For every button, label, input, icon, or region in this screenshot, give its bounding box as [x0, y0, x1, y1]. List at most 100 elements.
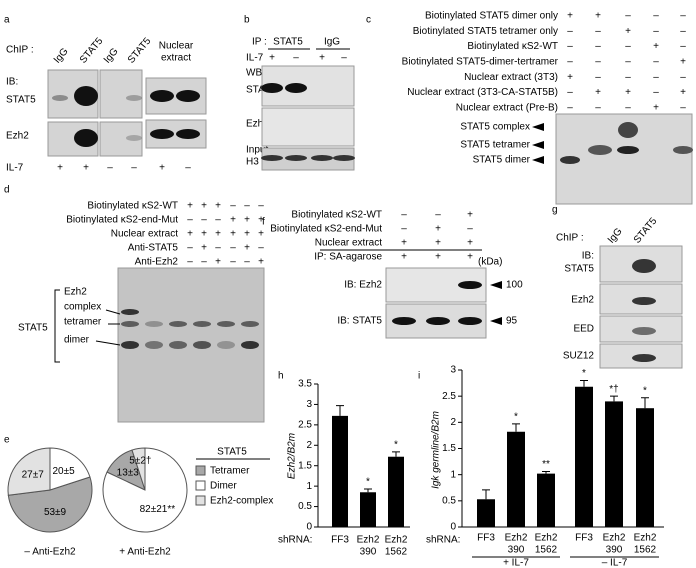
sign: + — [258, 257, 264, 268]
sign: – — [680, 41, 686, 52]
sign: – — [215, 243, 221, 254]
category-label: 390 — [606, 545, 623, 556]
y-tick-label: 1.5 — [442, 443, 456, 454]
legend-label: Ezh2-complex — [210, 496, 273, 507]
sign: + — [595, 87, 601, 98]
y-tick-label: 0 — [450, 522, 456, 533]
sign: – — [680, 72, 686, 83]
row-label: SUZ12 — [563, 351, 595, 362]
blot — [599, 343, 683, 369]
sign: – — [467, 224, 473, 235]
band — [632, 327, 656, 335]
row-label: Ezh2 — [6, 131, 29, 142]
y-tick-label: 2 — [306, 440, 312, 451]
sign: + — [215, 201, 221, 212]
error-bar — [610, 395, 618, 402]
y-tick-label: 0.5 — [298, 501, 312, 512]
sign: + — [435, 238, 441, 249]
y-tick-label: 1 — [450, 469, 456, 480]
sign: + — [653, 102, 659, 113]
sign: – — [653, 87, 659, 98]
blot — [261, 107, 355, 147]
y-tick-label: 1 — [306, 481, 312, 492]
marker-label: 100 — [506, 280, 523, 291]
sign: + — [244, 229, 250, 240]
column-label: IgG — [52, 46, 71, 66]
pie-slice — [49, 447, 91, 491]
band-label: complex — [64, 302, 101, 313]
band — [169, 341, 187, 349]
sign: + — [625, 87, 631, 98]
band — [241, 341, 259, 349]
legend-swatch — [195, 480, 206, 491]
category-label: 1562 — [385, 547, 408, 558]
y-tick-label: 2 — [450, 417, 456, 428]
row-label: Ezh2 — [246, 119, 269, 130]
units-label: (kDa) — [478, 257, 502, 268]
sign: – — [244, 257, 250, 268]
panel-label: i — [418, 371, 420, 382]
error-bar — [512, 423, 520, 432]
band — [145, 321, 163, 327]
bands-title: STAT5 — [18, 323, 48, 334]
row-label: Ezh2 — [571, 295, 594, 306]
sign: + — [680, 57, 686, 68]
bar — [605, 401, 623, 527]
group-label: – IL-7 — [602, 558, 628, 568]
band — [121, 341, 139, 349]
slice-label: 20±5 — [52, 466, 75, 477]
band — [74, 129, 98, 147]
band — [617, 146, 639, 154]
group-label: IgG — [324, 37, 340, 48]
column-label: IgG — [606, 226, 625, 246]
bar — [575, 386, 593, 527]
band — [176, 129, 200, 139]
blot — [117, 267, 265, 423]
panel-label: h — [278, 371, 284, 382]
band — [241, 321, 259, 327]
band — [333, 155, 355, 161]
significance: * — [582, 368, 586, 379]
error-bar — [580, 379, 588, 387]
band — [217, 321, 235, 327]
sign: – — [293, 53, 299, 64]
band — [74, 86, 98, 106]
sign: + — [57, 163, 63, 174]
panel-label: c — [366, 15, 371, 26]
pie-slice — [7, 447, 51, 496]
panel-label: e — [4, 435, 10, 446]
sign: – — [595, 26, 601, 37]
row-label: H3 — [246, 157, 259, 168]
sign: – — [107, 163, 113, 174]
sign: + — [401, 252, 407, 263]
row-label: IB: — [582, 251, 594, 262]
sign: + — [187, 229, 193, 240]
y-tick-label: 1.5 — [298, 460, 312, 471]
significance: * — [514, 412, 518, 423]
row-label: STAT5 — [6, 95, 36, 106]
band — [145, 341, 163, 349]
band-label: tetramer — [64, 317, 102, 328]
band — [560, 156, 580, 164]
legend-label: Tetramer — [210, 466, 250, 477]
category-label: FF3 — [575, 533, 593, 544]
error-bar — [641, 397, 649, 409]
panel-label: d — [4, 185, 10, 196]
pie-slice — [7, 476, 93, 533]
sign: + — [201, 243, 207, 254]
y-tick-label: 3 — [306, 399, 312, 410]
error-bar — [392, 451, 400, 457]
band — [285, 155, 307, 161]
sign: + — [435, 252, 441, 263]
sign: + — [401, 238, 407, 249]
sign: – — [680, 11, 686, 22]
chip-label: ChIP : — [556, 233, 584, 244]
sign: – — [244, 201, 250, 212]
band-label: dimer — [64, 335, 90, 346]
bar — [507, 431, 525, 527]
sign: + — [269, 53, 275, 64]
column-label: extract — [161, 53, 191, 64]
sign: + — [258, 229, 264, 240]
sign: – — [567, 102, 573, 113]
